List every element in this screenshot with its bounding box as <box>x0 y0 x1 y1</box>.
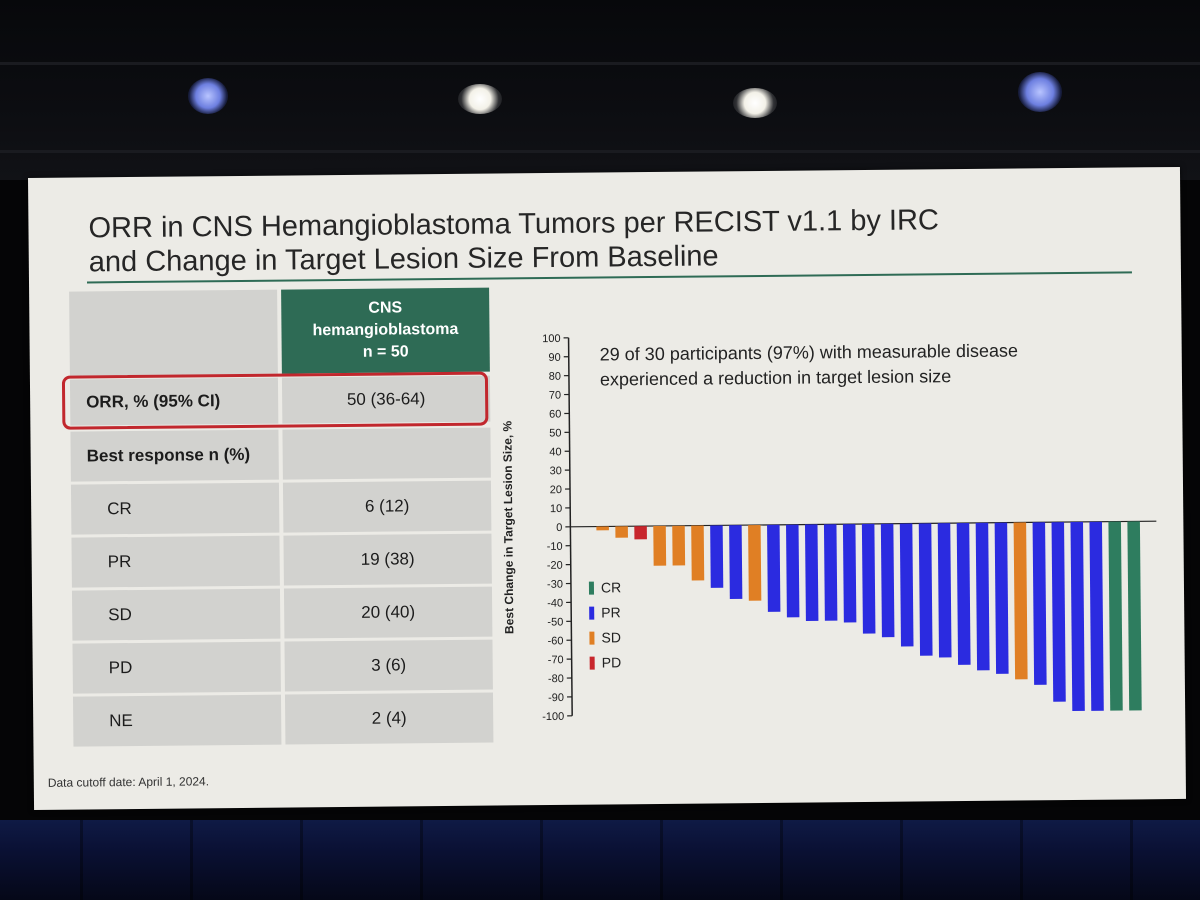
legend-label-sd: SD <box>601 629 621 645</box>
bar-cr <box>1127 521 1142 711</box>
y-tick-label: 60 <box>549 408 561 420</box>
orr-highlight-box <box>61 371 489 430</box>
y-tick-label: 0 <box>556 522 562 534</box>
stage-curtain <box>0 820 1200 900</box>
stage-ceiling <box>0 0 1200 180</box>
stage-light <box>1018 72 1062 112</box>
row-sd-value: 20 (40) <box>283 586 493 639</box>
lighting-truss <box>0 62 1200 65</box>
bar-pr <box>1032 522 1047 685</box>
table-header-cns: CNS hemangioblastoma n = 50 <box>281 287 490 374</box>
bar-pr <box>861 523 876 634</box>
bar-pr <box>1089 521 1104 711</box>
bar-pr <box>1070 521 1085 712</box>
bar-pr <box>804 524 819 621</box>
y-axis-title: Best Change in Target Lesion Size, % <box>500 420 516 634</box>
bar-sd <box>596 526 609 531</box>
bar-sd <box>1013 522 1028 680</box>
data-cutoff-note: Data cutoff date: April 1, 2024. <box>47 774 210 790</box>
bar-pr <box>767 524 781 612</box>
legend-swatch-pr <box>589 606 595 620</box>
lighting-truss <box>0 150 1200 153</box>
header-line-3: n = 50 <box>362 343 409 361</box>
bar-sd <box>748 524 762 601</box>
y-tick-label: -100 <box>542 711 564 723</box>
legend-label-cr: CR <box>601 579 621 595</box>
row-pd-label: PD <box>72 641 281 694</box>
y-tick-label: 50 <box>549 427 561 439</box>
row-ne-label: NE <box>72 694 282 747</box>
table-header-empty <box>69 289 278 376</box>
y-tick-label: 20 <box>550 484 562 496</box>
y-tick-label: -40 <box>547 597 563 609</box>
bar-sd <box>615 526 628 538</box>
y-tick-label: -60 <box>548 635 564 647</box>
y-tick-label: -30 <box>547 579 563 591</box>
bar-pr <box>956 522 971 665</box>
header-line-1: CNS <box>368 299 403 317</box>
row-best-response-value <box>282 427 491 480</box>
header-line-2: hemangioblastoma <box>312 320 459 340</box>
row-pr-value: 19 (38) <box>283 533 492 586</box>
y-tick-label: -80 <box>548 673 564 685</box>
y-tick-label: -70 <box>548 654 564 666</box>
y-tick-label: -20 <box>547 560 563 572</box>
bar-pr <box>786 524 800 618</box>
y-tick-label: 90 <box>548 352 560 364</box>
y-tick-label: 10 <box>550 503 562 515</box>
y-tick-label: -90 <box>548 692 564 704</box>
row-cr-value: 6 (12) <box>282 480 492 533</box>
bar-pr <box>937 523 952 658</box>
row-cr-label: CR <box>70 482 280 535</box>
row-ne-value: 2 (4) <box>284 692 494 745</box>
bar-pr <box>899 523 914 647</box>
bar-pr <box>1051 522 1066 702</box>
bar-pr <box>842 524 857 623</box>
legend-swatch-sd <box>589 631 595 645</box>
slide-title: ORR in CNS Hemangioblastoma Tumors per R… <box>88 201 1129 279</box>
legend-swatch-pd <box>589 656 595 670</box>
bar-pr <box>729 525 743 599</box>
bar-cr <box>1108 521 1123 711</box>
y-tick-label: 100 <box>542 333 560 345</box>
row-pr-label: PR <box>71 535 280 588</box>
y-tick-label: -10 <box>547 541 563 553</box>
row-pd-value: 3 (6) <box>284 639 493 692</box>
bar-pr <box>975 522 990 671</box>
legend-label-pd: PD <box>602 654 622 670</box>
bar-pd <box>634 526 647 540</box>
projection-screen: ORR in CNS Hemangioblastoma Tumors per R… <box>28 166 1187 810</box>
bar-pr <box>918 523 933 656</box>
bar-pr <box>823 524 838 621</box>
bar-sd <box>653 525 667 566</box>
bar-sd <box>691 525 705 581</box>
stage-light <box>188 78 228 114</box>
y-tick-label: 70 <box>549 390 561 402</box>
bar-sd <box>672 525 686 566</box>
legend-swatch-cr <box>588 581 595 595</box>
bar-pr <box>710 525 724 588</box>
row-best-response-label: Best response n (%) <box>70 429 279 482</box>
bar-pr <box>880 523 895 638</box>
y-tick-label: 30 <box>550 465 562 477</box>
stage-light <box>458 84 502 114</box>
y-tick-label: 80 <box>549 371 561 383</box>
waterfall-chart: 1009080706050403020100-10-20-30-40-50-60… <box>500 333 1157 723</box>
y-tick-label: 40 <box>549 446 561 458</box>
bar-pr <box>994 522 1009 674</box>
row-sd-label: SD <box>71 588 281 641</box>
y-tick-label: -50 <box>547 616 563 628</box>
stage-light <box>733 88 777 118</box>
chart-callout: 29 of 30 participants (97%) with measura… <box>600 337 1160 392</box>
legend-label-pr: PR <box>601 604 621 620</box>
